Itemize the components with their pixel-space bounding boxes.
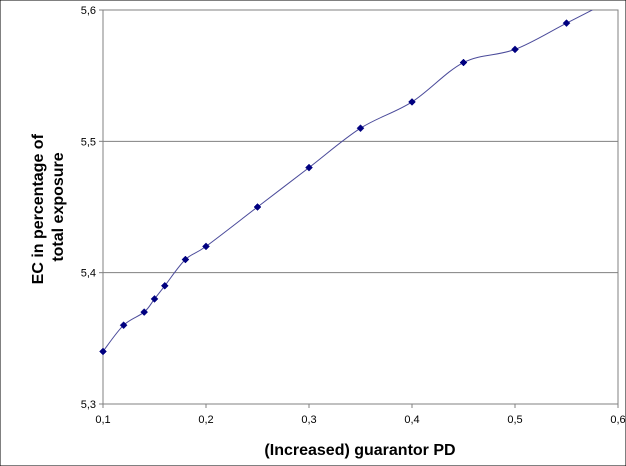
data-point <box>253 203 262 211</box>
data-point <box>305 163 313 172</box>
y-axis-title-line-2: total exposure <box>50 152 67 261</box>
x-tick-label: 0,5 <box>507 414 522 426</box>
x-tick-label: 0,3 <box>301 414 316 426</box>
y-tick-label: 5,3 <box>81 399 96 411</box>
x-axis-ticks: 0,1 0,2 0,3 0,4 0,5 0,6 <box>95 404 626 426</box>
data-point <box>562 19 571 27</box>
y-axis-title: EC in percentage of total exposure <box>30 130 67 285</box>
data-point <box>99 347 107 356</box>
data-point <box>356 124 365 133</box>
data-point <box>459 58 468 67</box>
data-point <box>119 321 128 330</box>
data-point <box>160 281 169 290</box>
data-point <box>408 98 416 106</box>
y-tick-label: 5,4 <box>81 268 96 280</box>
x-tick-label: 0,4 <box>404 414 419 426</box>
x-tick-label: 0,2 <box>198 414 213 426</box>
y-tick-label: 5,6 <box>81 5 96 17</box>
x-tick-label: 0,1 <box>95 414 110 426</box>
x-tick-label: 0,6 <box>610 414 625 426</box>
data-point <box>202 242 210 251</box>
y-axis-title-line-1: EC in percentage of <box>30 133 47 284</box>
plot-area <box>102 9 619 405</box>
data-point <box>140 308 149 316</box>
data-markers <box>99 19 571 356</box>
y-tick-label: 5,5 <box>81 136 96 148</box>
data-point <box>181 255 190 264</box>
data-point <box>150 295 159 303</box>
x-axis-title: (Increased) guarantor PD <box>264 442 455 459</box>
y-axis-ticks: 5,3 5,4 5,5 5,6 <box>81 5 103 411</box>
data-point <box>511 45 519 54</box>
gridlines <box>103 140 618 274</box>
